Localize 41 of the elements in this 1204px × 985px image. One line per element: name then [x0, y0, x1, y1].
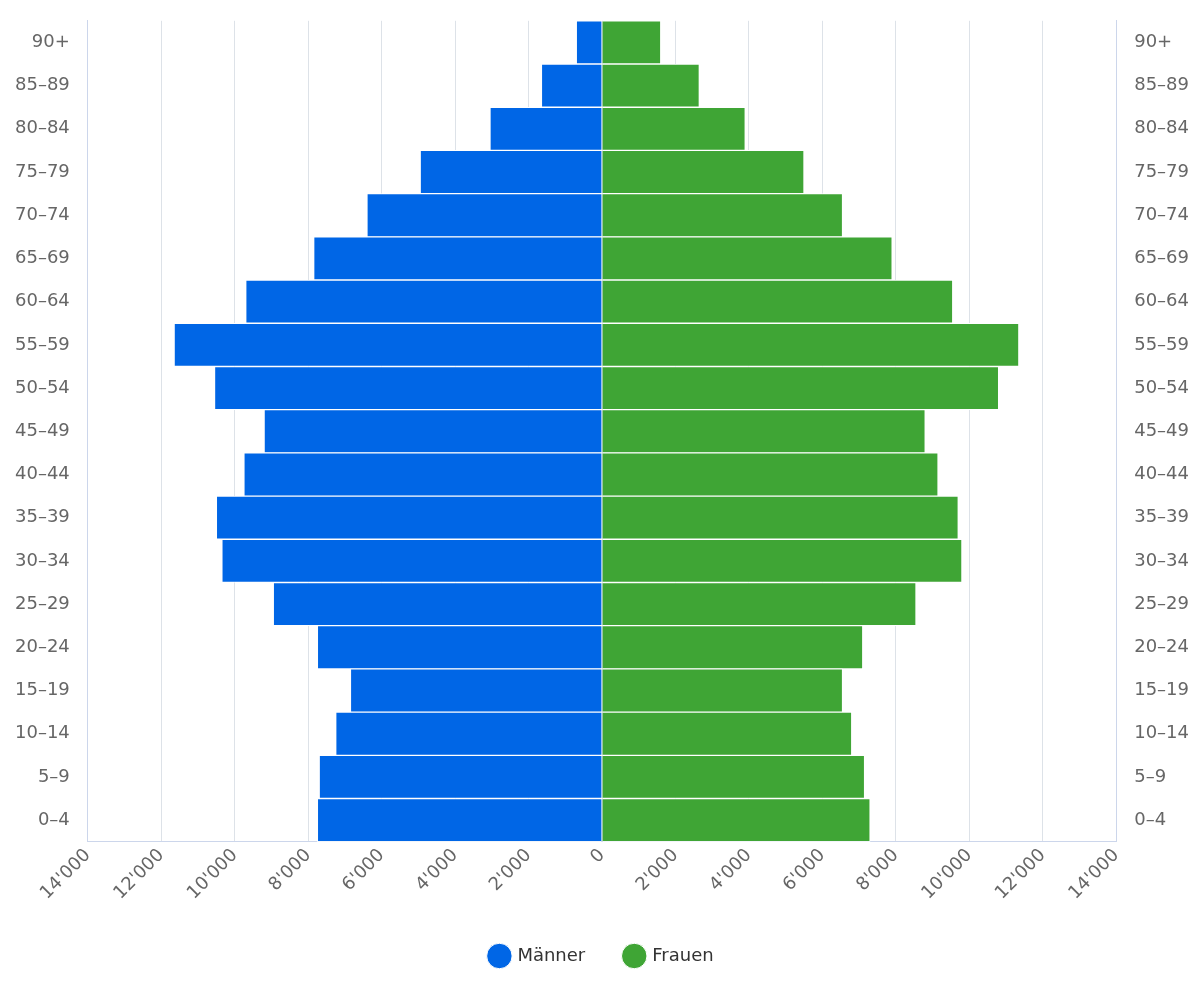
- legend-label: Männer: [517, 943, 586, 965]
- category-label: 55–59: [15, 332, 70, 354]
- y-tick-label: 70–74: [1134, 202, 1189, 224]
- y-tick-label: 40–44: [1134, 462, 1189, 484]
- y-tick-label: 25–29: [1134, 591, 1189, 613]
- category-label: 5–9: [37, 764, 70, 786]
- y-tick-label: 35–39: [1134, 505, 1189, 527]
- category-label: 25–29: [15, 591, 70, 613]
- category-label: 90+: [31, 30, 70, 52]
- y-tick-label: 85–89: [1134, 73, 1189, 95]
- legend-label: Frauen: [652, 943, 714, 965]
- y-tick-label: 20–24: [1134, 634, 1189, 656]
- y-tick-label: 10–14: [1134, 721, 1189, 743]
- category-label: 85–89: [15, 73, 70, 95]
- y-tick-label: 45–49: [1134, 418, 1189, 440]
- y-tick-label: 90+: [1134, 30, 1173, 52]
- category-label: 30–34: [15, 548, 70, 570]
- category-label: 35–39: [15, 505, 70, 527]
- y-tick-label: 75–79: [1134, 159, 1189, 181]
- category-label: 60–64: [15, 289, 70, 311]
- y-tick-label: 80–84: [1134, 116, 1189, 138]
- category-label: 20–24: [15, 634, 70, 656]
- category-label: 70–74: [15, 202, 70, 224]
- category-label: 65–69: [15, 246, 70, 268]
- y-tick-label: 0–4: [1134, 807, 1167, 829]
- category-label: 15–19: [15, 678, 70, 700]
- category-label: 40–44: [15, 462, 70, 484]
- category-label: 50–54: [15, 375, 70, 397]
- category-label: 80–84: [15, 116, 70, 138]
- y-tick-label: 5–9: [1134, 764, 1167, 786]
- y-tick-label: 15–19: [1134, 678, 1189, 700]
- category-label: 45–49: [15, 418, 70, 440]
- y-tick-label: 50–54: [1134, 375, 1189, 397]
- y-tick-label: 60–64: [1134, 289, 1189, 311]
- y-tick-label: 30–34: [1134, 548, 1189, 570]
- category-label: 0–4: [37, 807, 70, 829]
- x-tick-label: 0: [585, 843, 609, 867]
- y-tick-label: 55–59: [1134, 332, 1189, 354]
- category-label: 75–79: [15, 159, 70, 181]
- category-label: 10–14: [15, 721, 70, 743]
- y-tick-label: 65–69: [1134, 246, 1189, 268]
